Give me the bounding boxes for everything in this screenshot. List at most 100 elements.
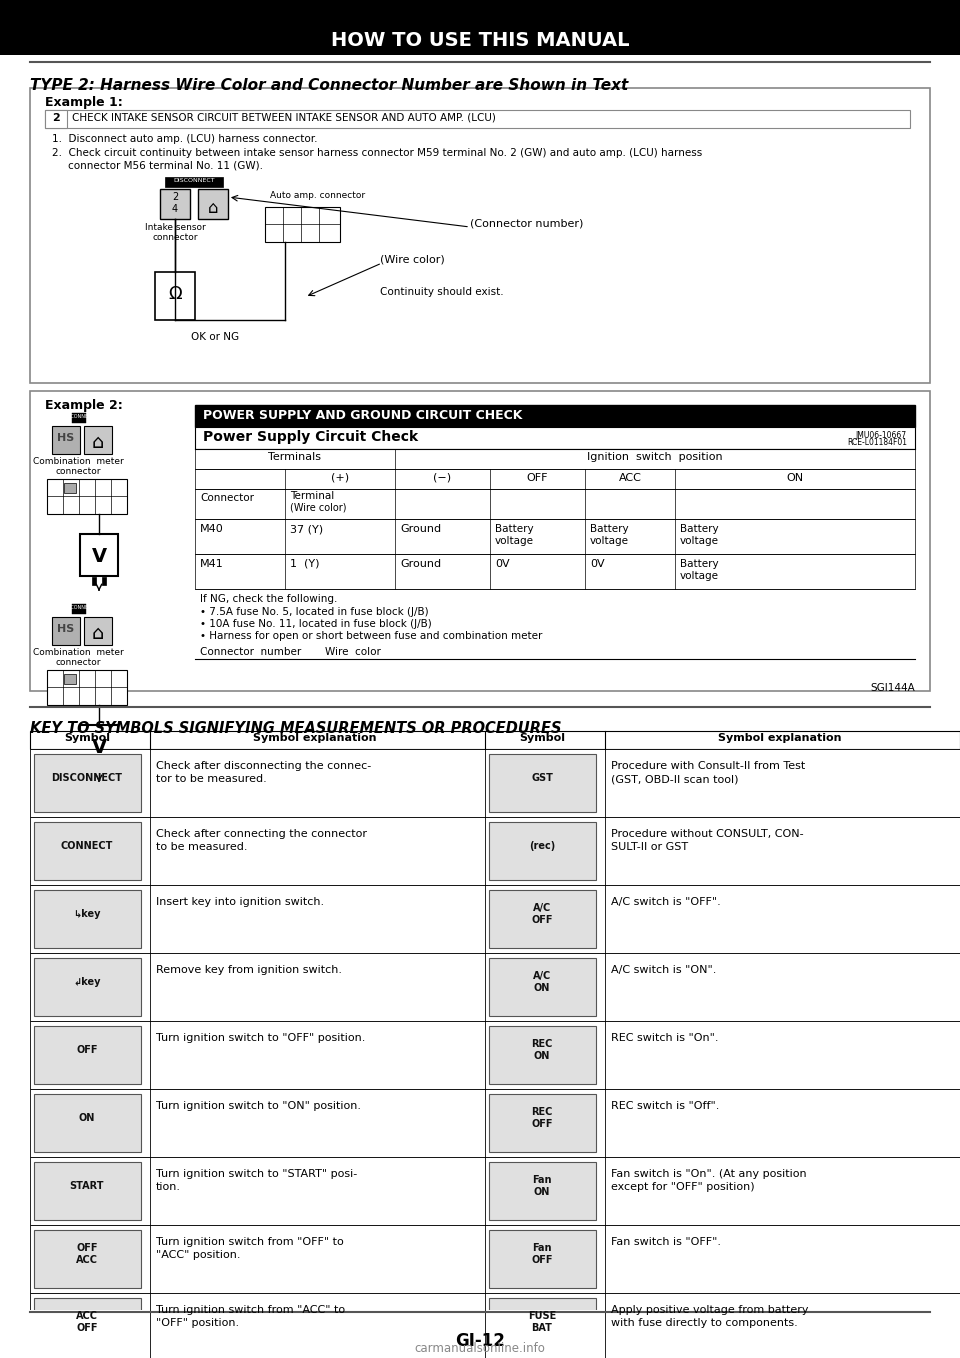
Bar (64, 674, 76, 684)
Bar (489, 1095, 596, 1152)
Text: • 7.5A fuse No. 5, located in fuse block (J/B): • 7.5A fuse No. 5, located in fuse block… (200, 607, 428, 617)
Bar (34, 1230, 141, 1287)
Bar (155, 272, 195, 320)
Bar (34, 1027, 141, 1084)
Text: Fan switch is "OFF".: Fan switch is "OFF". (611, 1237, 721, 1247)
Text: (GST, OBD-II scan tool): (GST, OBD-II scan tool) (611, 774, 738, 784)
Bar (45, 110, 910, 128)
Bar (72, 604, 86, 614)
Bar (30, 885, 960, 953)
Text: tor to be measured.: tor to be measured. (156, 774, 267, 784)
Text: (+): (+) (331, 473, 349, 483)
Bar (34, 754, 141, 812)
Text: DISCONNECT: DISCONNECT (62, 606, 95, 610)
Text: POWER SUPPLY AND GROUND CIRCUIT CHECK: POWER SUPPLY AND GROUND CIRCUIT CHECK (203, 409, 522, 422)
Text: (−): (−) (433, 473, 451, 483)
Text: connector M56 terminal No. 11 (GW).: connector M56 terminal No. 11 (GW). (68, 162, 263, 171)
Text: HOW TO USE THIS MANUAL: HOW TO USE THIS MANUAL (331, 30, 629, 49)
Bar (34, 1162, 141, 1219)
Bar (30, 1089, 960, 1157)
Bar (489, 822, 596, 880)
Text: RCE-L01184F01: RCE-L01184F01 (847, 439, 907, 447)
Text: Turn ignition switch to "ON" position.: Turn ignition switch to "ON" position. (156, 1101, 361, 1111)
Text: OFF
ACC: OFF ACC (76, 1243, 98, 1264)
Text: V: V (91, 737, 107, 756)
Text: A/C
OFF: A/C OFF (531, 903, 553, 925)
Bar (80, 725, 118, 767)
Bar (52, 617, 80, 645)
Bar (30, 731, 960, 750)
Bar (195, 489, 915, 519)
Text: OK or NG: OK or NG (191, 331, 239, 342)
Text: ON: ON (786, 473, 804, 483)
Text: OFF: OFF (76, 1046, 98, 1055)
Text: Turn ignition switch to "START" posi-: Turn ignition switch to "START" posi- (156, 1169, 357, 1179)
Text: (rec): (rec) (529, 841, 555, 851)
Text: ⌂: ⌂ (92, 623, 105, 642)
Bar (30, 953, 960, 1021)
Text: GST: GST (531, 773, 553, 784)
Text: JMU06-10667: JMU06-10667 (856, 430, 907, 440)
Text: 0V: 0V (495, 559, 510, 569)
Bar (30, 1157, 960, 1225)
Text: HS: HS (58, 433, 75, 443)
Text: REC
OFF: REC OFF (531, 1107, 553, 1128)
Text: (Wire color): (Wire color) (290, 502, 347, 513)
Text: Terminal: Terminal (290, 492, 334, 501)
Text: 1.  Disconnect auto amp. (LCU) harness connector.: 1. Disconnect auto amp. (LCU) harness co… (52, 134, 318, 144)
Text: Symbol: Symbol (519, 733, 565, 743)
Bar (102, 769, 106, 775)
Text: 37 (Y): 37 (Y) (290, 524, 324, 534)
Text: M40: M40 (200, 524, 224, 534)
Text: 0V: 0V (590, 559, 605, 569)
Bar (30, 818, 960, 885)
Text: REC switch is "On".: REC switch is "On". (611, 1033, 718, 1043)
Text: Battery
voltage: Battery voltage (590, 524, 629, 546)
Text: Symbol explanation: Symbol explanation (253, 733, 376, 743)
Text: Symbol: Symbol (64, 733, 110, 743)
Text: Wire  color: Wire color (325, 646, 381, 657)
Text: ON: ON (79, 1114, 95, 1123)
Text: Battery
voltage: Battery voltage (680, 524, 719, 546)
Bar (34, 889, 141, 948)
Text: A/C switch is "OFF".: A/C switch is "OFF". (611, 898, 721, 907)
Text: to be measured.: to be measured. (156, 842, 248, 851)
Bar (489, 957, 596, 1016)
Text: REC
ON: REC ON (531, 1039, 553, 1061)
Text: • Harness for open or short between fuse and combination meter: • Harness for open or short between fuse… (200, 631, 542, 641)
Text: ↲key: ↲key (73, 976, 101, 987)
Text: ACC
OFF: ACC OFF (76, 1312, 98, 1332)
Bar (72, 413, 86, 422)
Text: Ground: Ground (400, 524, 442, 534)
Bar (195, 519, 915, 554)
Bar (489, 1162, 596, 1219)
Text: Fan switch is "On". (At any position: Fan switch is "On". (At any position (611, 1169, 806, 1179)
Bar (47, 479, 127, 513)
Text: 1  (Y): 1 (Y) (290, 559, 320, 569)
Bar (489, 754, 596, 812)
Bar (165, 177, 223, 187)
Bar (45, 110, 67, 128)
Text: Fan
OFF: Fan OFF (531, 1243, 553, 1264)
Bar (30, 391, 930, 691)
Text: SULT-II or GST: SULT-II or GST (611, 842, 688, 851)
Text: A/C switch is "ON".: A/C switch is "ON". (611, 966, 716, 975)
Text: CHECK INTAKE SENSOR CIRCUIT BETWEEN INTAKE SENSOR AND AUTO AMP. (LCU): CHECK INTAKE SENSOR CIRCUIT BETWEEN INTA… (72, 113, 496, 124)
Text: Continuity should exist.: Continuity should exist. (380, 287, 504, 297)
Text: tion.: tion. (156, 1181, 181, 1192)
Text: Ignition  switch  position: Ignition switch position (588, 452, 723, 462)
Text: Connector: Connector (200, 493, 254, 502)
Text: CONNECT: CONNECT (60, 841, 113, 851)
Text: FUSE
BAT: FUSE BAT (528, 1312, 556, 1332)
Text: M41: M41 (200, 559, 224, 569)
Bar (195, 469, 915, 489)
Text: Auto amp. connector: Auto amp. connector (270, 191, 365, 200)
Text: REC switch is "Off".: REC switch is "Off". (611, 1101, 719, 1111)
Text: ↳key: ↳key (73, 909, 101, 919)
Bar (34, 957, 141, 1016)
Bar (489, 889, 596, 948)
Bar (30, 1293, 960, 1358)
Bar (64, 483, 76, 493)
Bar (84, 617, 112, 645)
Bar (84, 426, 112, 454)
